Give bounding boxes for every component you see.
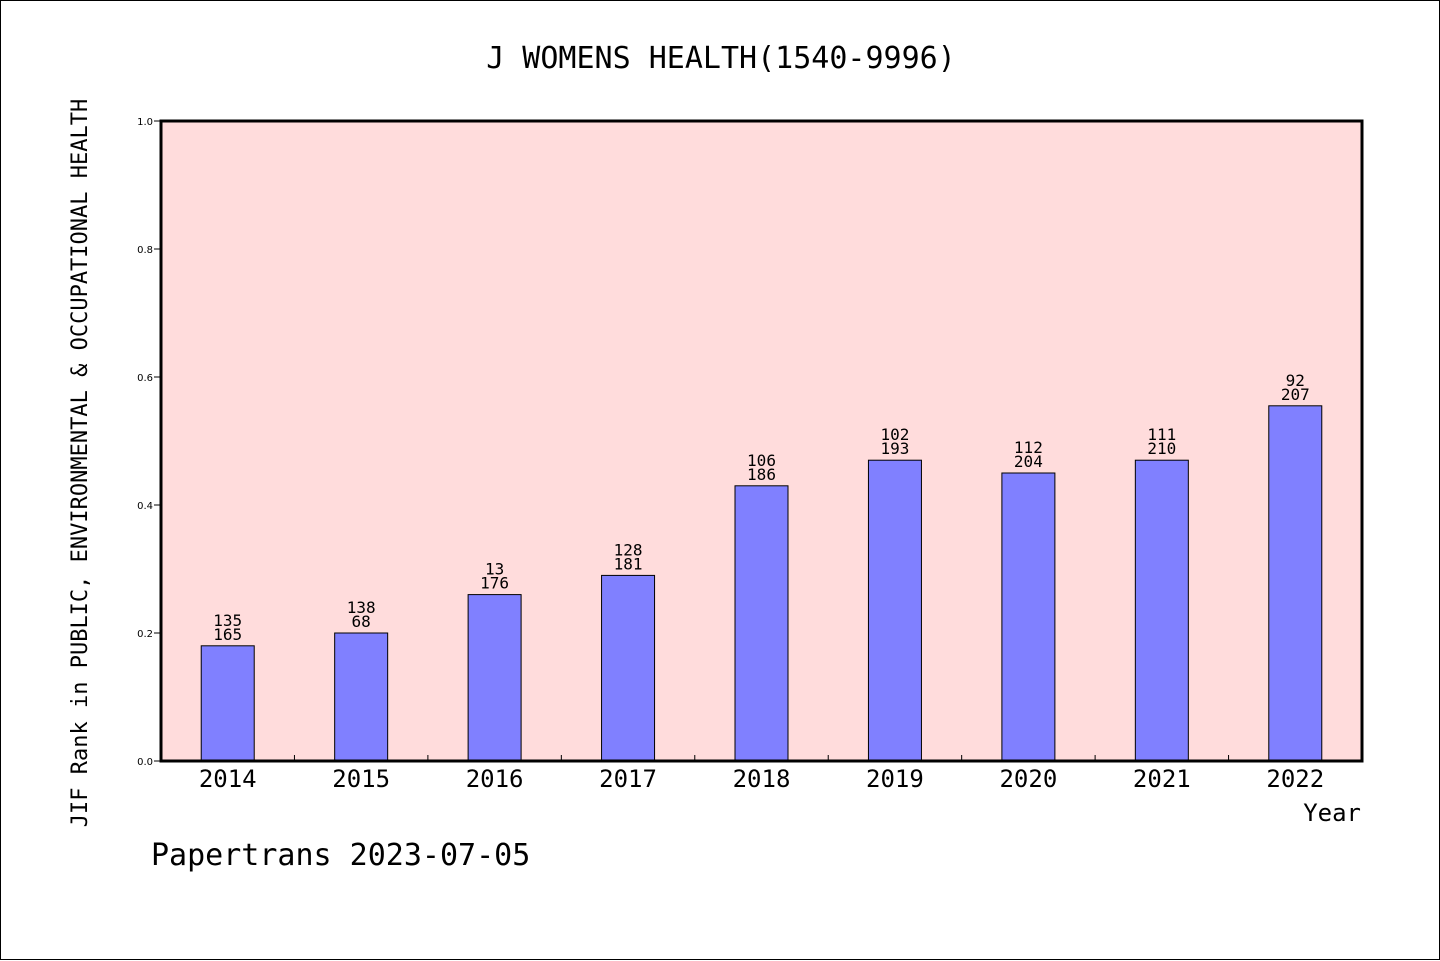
bar-label-top: 138 bbox=[347, 598, 376, 617]
footer-credit: Papertrans 2023-07-05 bbox=[151, 838, 530, 873]
bar-label-bottom: 210 bbox=[1147, 439, 1176, 458]
bar-label-bottom: 176 bbox=[480, 574, 509, 593]
bar-label-top: 135 bbox=[213, 611, 242, 630]
y-tick-label: 0.6 bbox=[137, 373, 153, 384]
y-axis-label: JIF Rank in PUBLIC, ENVIRONMENTAL & OCCU… bbox=[68, 99, 93, 827]
bar-2017 bbox=[601, 574, 656, 762]
bar-label-top: 128 bbox=[614, 540, 643, 559]
bar-2016 bbox=[467, 594, 522, 762]
bar-2018 bbox=[734, 485, 789, 762]
bar-label-top: 102 bbox=[880, 425, 909, 444]
x-axis: 2014 2015 2016 2017 2018 2019 2020 2021 2022 bbox=[199, 755, 1324, 793]
bar-label-bottom: 204 bbox=[1014, 452, 1043, 471]
x-tick-label: 2019 bbox=[866, 765, 924, 793]
y-tick-label: 0.8 bbox=[137, 245, 153, 256]
bar-2022 bbox=[1268, 405, 1323, 762]
plot-border bbox=[159, 119, 1364, 763]
y-tick-label: 0.2 bbox=[137, 629, 153, 640]
y-axis: 0.0 0.2 0.4 0.6 0.8 1.0 bbox=[137, 117, 161, 768]
bar-label-bottom: 68 bbox=[352, 612, 371, 631]
bar-label-top: 106 bbox=[747, 451, 776, 470]
x-tick-label: 2016 bbox=[466, 765, 524, 793]
y-tick-label: 1.0 bbox=[137, 117, 153, 128]
bar-label-top: 111 bbox=[1147, 425, 1176, 444]
bar-label-top: 92 bbox=[1286, 371, 1305, 390]
x-tick-label: 2021 bbox=[1133, 765, 1191, 793]
bar-label-bottom: 207 bbox=[1281, 385, 1310, 404]
chart-title: J WOMENS HEALTH(1540-9996) bbox=[486, 41, 956, 76]
bar-2020 bbox=[1001, 472, 1056, 762]
bar-label-bottom: 193 bbox=[880, 439, 909, 458]
x-tick-label: 2018 bbox=[733, 765, 791, 793]
x-tick-label: 2014 bbox=[199, 765, 257, 793]
y-tick-label: 0.0 bbox=[137, 757, 153, 768]
bars-group bbox=[200, 405, 1323, 762]
y-tick-label: 0.4 bbox=[137, 501, 153, 512]
x-tick-label: 2022 bbox=[1266, 765, 1324, 793]
x-tick-label: 2015 bbox=[332, 765, 390, 793]
bar-2015 bbox=[334, 632, 389, 762]
bar-label-bottom: 186 bbox=[747, 465, 776, 484]
bar-label-top: 13 bbox=[485, 560, 504, 579]
x-axis-label: Year bbox=[1303, 799, 1361, 827]
x-tick-label: 2020 bbox=[999, 765, 1057, 793]
bar-2019 bbox=[867, 459, 922, 762]
bar-2021 bbox=[1134, 459, 1189, 762]
x-tick-label: 2017 bbox=[599, 765, 657, 793]
bar-label-bottom: 181 bbox=[614, 554, 643, 573]
bar-label-bottom: 165 bbox=[213, 625, 242, 644]
bar-2014 bbox=[200, 645, 255, 762]
bar-label-top: 112 bbox=[1014, 438, 1043, 457]
